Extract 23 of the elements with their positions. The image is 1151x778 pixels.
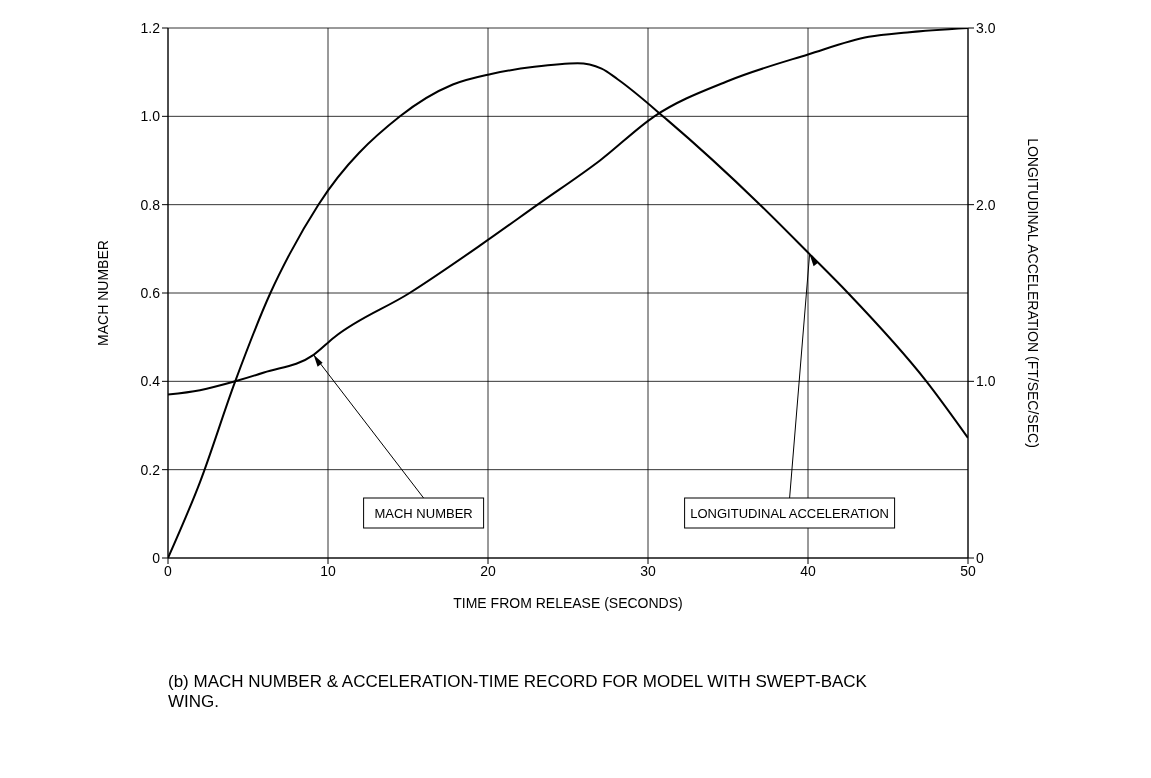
y2-tick-label: 0 (976, 549, 984, 566)
y2-tick-label: 2.0 (976, 196, 996, 213)
y-tick-label: 1.2 (140, 19, 161, 36)
y-tick-label: 0 (152, 549, 161, 566)
y2-tick-label: 1.0 (976, 373, 996, 390)
x-tick-label: 30 (640, 562, 656, 579)
y-tick-label: 0.2 (140, 461, 161, 478)
y-axis-title: MACH NUMBER (94, 240, 111, 346)
x-axis-title: TIME FROM RELEASE (SECONDS) (453, 595, 683, 611)
y-tick-label: 0.6 (140, 284, 161, 301)
text: LONGITUDINAL ACCELERATION (690, 506, 889, 521)
y2-axis-title: LONGITUDINAL ACCELERATION (FT/SEC/SEC) (1025, 138, 1042, 448)
x-tick-label: 0 (164, 562, 173, 579)
y-tick-label: 0.4 (140, 373, 161, 390)
text: (b) MACH NUMBER & ACCELERATION-TIME RECORD FOR MODEL WITH SWEPT-BACK WING. (168, 672, 868, 712)
text: MACH NUMBER (374, 506, 473, 521)
y-tick-label: 0.8 (140, 196, 161, 213)
x-tick-label: 20 (480, 562, 496, 579)
y-tick-label: 1.0 (140, 108, 161, 125)
x-tick-label: 10 (320, 562, 336, 579)
x-tick-label: 50 (960, 562, 976, 579)
x-tick-label: 40 (800, 562, 816, 579)
y2-tick-label: 3.0 (976, 19, 996, 36)
